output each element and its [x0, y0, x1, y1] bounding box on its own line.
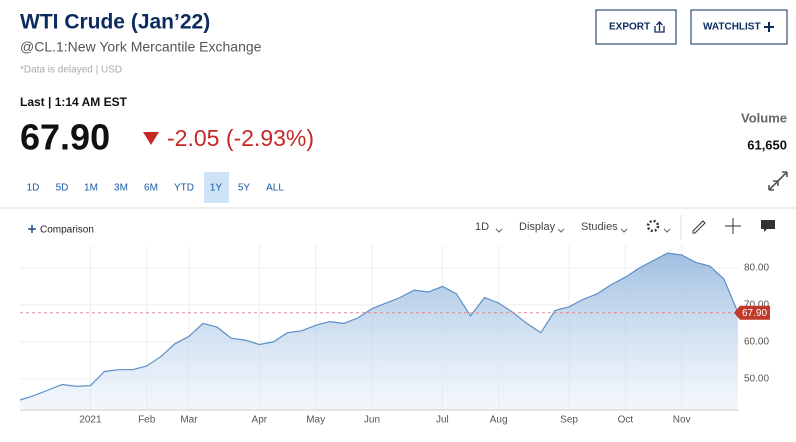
- price: 67.90: [20, 117, 110, 158]
- range-button[interactable]: YTD: [174, 183, 194, 194]
- x-tick-label: Aug: [490, 415, 508, 426]
- x-tick-label: Feb: [138, 415, 156, 426]
- y-tick-label: 60.00: [744, 337, 769, 348]
- draw-icon[interactable]: [692, 220, 706, 234]
- x-tick-label: May: [306, 415, 325, 426]
- x-tick-label: Jul: [436, 415, 449, 426]
- range-button[interactable]: 5D: [56, 183, 69, 194]
- x-tick-label: Jun: [364, 415, 380, 426]
- y-tick-label: 80.00: [744, 263, 769, 274]
- last-time: Last | 1:14 AM EST: [20, 95, 128, 109]
- y-tick-label: 70.00: [744, 300, 769, 311]
- watchlist-label: WATCHLIST: [703, 22, 761, 33]
- x-tick-label: Sep: [560, 415, 578, 426]
- studies[interactable]: Studies: [581, 221, 618, 233]
- export-icon: [654, 21, 665, 33]
- title: WTI Crude (Jan’22): [20, 11, 210, 34]
- range-button[interactable]: ALL: [266, 183, 284, 194]
- comment-icon[interactable]: [761, 220, 775, 232]
- range-selected: [204, 172, 229, 203]
- change: -2.05 (-2.93%): [167, 125, 314, 151]
- export-button[interactable]: [595, 9, 677, 45]
- volume-label: Volume: [741, 110, 787, 125]
- crosshair-icon[interactable]: [725, 218, 741, 234]
- note: *Data is delayed | USD: [20, 65, 122, 76]
- area-fill: [20, 253, 738, 410]
- dropdown-carets: [495, 228, 671, 233]
- price-tag: [734, 305, 770, 320]
- down-arrow: [143, 132, 159, 145]
- range-button[interactable]: 1D: [27, 183, 40, 194]
- x-tick-label: 2021: [79, 415, 102, 426]
- x-tick-label: Nov: [673, 415, 691, 426]
- range-bar: 1D 5D 1M 3M 6M YTD 1Y 5Y ALL: [27, 172, 284, 203]
- range-button[interactable]: 3M: [114, 183, 128, 194]
- volume: 61,650: [747, 137, 787, 152]
- plot: 50.00 60.00 70.00 80.00 2021 Feb Mar Apr May Jun J…: [19, 245, 770, 426]
- x-tick-label: Apr: [252, 415, 268, 426]
- subtitle: @CL.1:New York Mercantile Exchange: [20, 39, 262, 55]
- display[interactable]: Display: [519, 221, 556, 233]
- price-line: [19, 252, 739, 401]
- expand-icon[interactable]: [768, 171, 788, 191]
- comparison-plus: [28, 225, 36, 233]
- range-button[interactable]: 6M: [144, 183, 158, 194]
- comparison[interactable]: Comparison: [40, 225, 94, 236]
- x-tick-label: Oct: [618, 415, 634, 426]
- export-label: EXPORT: [609, 22, 650, 33]
- interval[interactable]: 1D: [475, 221, 489, 233]
- x-tick-label: Mar: [180, 415, 198, 426]
- range-button[interactable]: 1M: [84, 183, 98, 194]
- settings-icon[interactable]: [646, 219, 660, 233]
- y-tick-label: 50.00: [744, 374, 769, 385]
- range-button[interactable]: 5Y: [238, 183, 251, 194]
- plus-icon: [764, 22, 774, 32]
- range-button[interactable]: 1Y: [210, 183, 223, 194]
- price-tag-label: 67.90: [742, 308, 767, 319]
